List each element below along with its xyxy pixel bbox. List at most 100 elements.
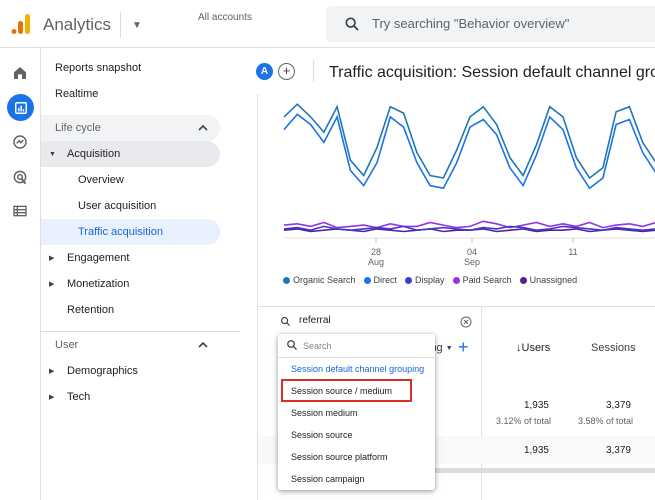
search-bar[interactable]: Try searching "Behavior overview" — [326, 6, 655, 42]
series-line-organic-search — [283, 103, 655, 180]
report-header: A + Traffic acquisition: Session default… — [240, 48, 655, 94]
column-header-users[interactable]: ↓Users — [516, 342, 551, 354]
legend-swatch — [363, 277, 371, 284]
highlight-annotation — [281, 379, 412, 402]
x-tick-month: Aug — [368, 257, 384, 267]
add-dimension-button[interactable]: + — [458, 337, 469, 357]
dropdown-search-input[interactable]: Search — [278, 334, 435, 358]
app-title: Analytics — [43, 15, 112, 34]
dropdown-option[interactable]: Session source / medium — [291, 386, 393, 396]
report-card: 28 Aug 04 Sep 11 Organic Search Direct Display… — [257, 94, 655, 500]
report-nav: Reports snapshot Realtime Life cycle ▼ A… — [41, 48, 240, 500]
divider — [120, 12, 121, 38]
dropdown-option[interactable]: Session source platform — [291, 452, 388, 462]
nav-tech[interactable]: ▶ Tech — [41, 384, 90, 410]
chart-legend: Organic Search Direct Display Paid Search Un… — [283, 275, 577, 285]
search-icon — [281, 317, 291, 327]
dropdown-option[interactable]: Session medium — [291, 408, 358, 418]
nav-demographics-label: Demographics — [67, 365, 138, 377]
legend-item[interactable]: Direct — [363, 275, 398, 285]
caret-right-icon: ▶ — [49, 255, 55, 262]
search-placeholder: Try searching "Behavior overview" — [372, 16, 570, 31]
divider — [313, 60, 314, 82]
legend-swatch — [405, 277, 413, 284]
users-total: 1,935 — [523, 400, 549, 411]
nav-reports-snapshot[interactable]: Reports snapshot — [55, 62, 142, 74]
legend-item[interactable]: Unassigned — [519, 275, 578, 285]
nav-tech-label: Tech — [67, 391, 91, 403]
x-tick-label: 28 — [371, 247, 381, 257]
chevron-up-icon — [198, 341, 208, 348]
legend-label: Direct — [373, 275, 398, 285]
nav-engagement[interactable]: ▶ Engagement — [41, 245, 129, 271]
section-user-label: User — [55, 339, 79, 351]
section-lifecycle[interactable]: Life cycle — [41, 115, 220, 141]
page-title: Traffic acquisition: Session default cha… — [329, 64, 655, 81]
account-label[interactable]: All accounts — [198, 12, 252, 23]
explore-icon[interactable] — [9, 131, 31, 153]
analytics-logo-icon[interactable] — [11, 14, 31, 34]
dropdown-option[interactable]: Session default channel grouping — [291, 364, 425, 374]
nav-monetization[interactable]: ▶ Monetization — [41, 271, 129, 297]
caret-down-icon: ▼ — [49, 150, 56, 158]
dropdown-option[interactable]: Session source — [291, 430, 353, 440]
nav-realtime[interactable]: Realtime — [55, 88, 99, 100]
nav-acquisition-label: Acquisition — [67, 148, 121, 160]
nav-overview[interactable]: Overview — [78, 174, 124, 186]
nav-acquisition[interactable]: ▼ Acquisition — [41, 141, 220, 167]
caret-down-icon: ▼ — [445, 345, 453, 352]
legend-swatch — [519, 277, 527, 284]
sessions-total-pct: 3.58% of total — [577, 416, 633, 426]
icon-rail — [0, 48, 41, 500]
legend-label: Paid Search — [462, 275, 512, 285]
divider — [41, 331, 240, 332]
series-line-paid-search — [283, 220, 655, 229]
nav-retention[interactable]: Retention — [67, 304, 115, 316]
legend-item[interactable]: Organic Search — [283, 275, 356, 285]
dropdown-search-placeholder: Search — [303, 341, 332, 351]
caret-right-icon: ▶ — [49, 281, 55, 288]
search-icon — [287, 340, 297, 350]
caret-right-icon: ▶ — [49, 394, 55, 401]
sessions-total: 3,379 — [605, 400, 631, 411]
reports-icon[interactable] — [7, 94, 34, 121]
caret-right-icon: ▶ — [49, 368, 55, 375]
legend-label: Unassigned — [529, 275, 578, 285]
search-icon — [345, 17, 359, 31]
chevron-up-icon — [198, 124, 208, 131]
dimension-dropdown: Search Session default channel grouping … — [278, 334, 435, 490]
filter-value: referral — [299, 315, 331, 326]
row-sessions: 3,379 — [605, 445, 631, 456]
account-dropdown-icon[interactable]: ▼ — [132, 20, 142, 31]
x-tick-label: 04 — [467, 247, 477, 257]
x-tick-month: Sep — [464, 257, 480, 267]
clear-filter-icon[interactable] — [460, 316, 472, 328]
section-user[interactable]: User — [41, 332, 220, 358]
nav-user-acquisition[interactable]: User acquisition — [78, 200, 157, 212]
advertising-icon[interactable] — [9, 166, 31, 188]
legend-item[interactable]: Display — [405, 275, 445, 285]
divider — [481, 306, 482, 500]
nav-monetization-label: Monetization — [67, 278, 130, 290]
nav-demographics[interactable]: ▶ Demographics — [41, 358, 138, 384]
series-line-display — [283, 225, 655, 232]
add-comparison-button[interactable]: + — [278, 63, 295, 80]
horizontal-scrollbar[interactable] — [434, 468, 655, 473]
configure-icon[interactable] — [9, 200, 31, 222]
dropdown-option[interactable]: Session campaign — [291, 474, 365, 484]
nav-engagement-label: Engagement — [67, 252, 130, 264]
home-icon[interactable] — [9, 62, 31, 84]
divider — [258, 306, 655, 307]
legend-item[interactable]: Paid Search — [452, 275, 512, 285]
section-lifecycle-label: Life cycle — [55, 122, 101, 134]
comparison-avatar[interactable]: A — [256, 63, 273, 80]
users-total-pct: 3.12% of total — [495, 416, 551, 426]
nav-traffic-acquisition[interactable]: Traffic acquisition — [41, 219, 220, 245]
legend-swatch — [283, 277, 290, 284]
top-bar: Analytics ▼ All accounts Try searching "… — [0, 0, 655, 48]
legend-label: Organic Search — [293, 275, 356, 285]
legend-label: Display — [415, 275, 445, 285]
x-tick-label: 11 — [568, 247, 577, 257]
column-header-sessions[interactable]: Sessions — [591, 342, 636, 354]
